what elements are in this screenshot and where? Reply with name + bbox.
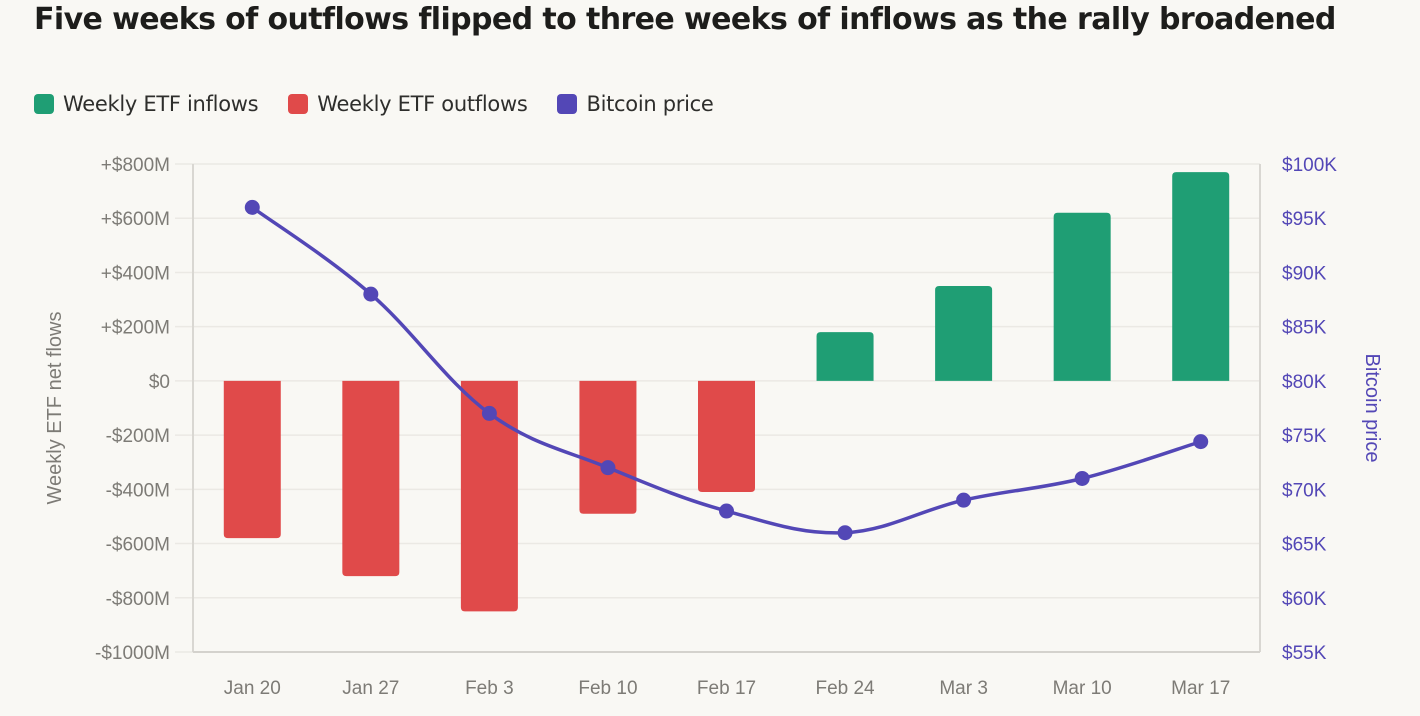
legend: Weekly ETF inflows Weekly ETF outflows B… <box>34 92 714 116</box>
legend-label-outflows: Weekly ETF outflows <box>317 92 528 116</box>
bar-inflow <box>935 286 993 381</box>
bar-inflow <box>1053 212 1111 381</box>
price-point <box>363 286 379 302</box>
bar-inflow <box>816 332 874 381</box>
y2-tick-label: $90K <box>1282 263 1327 284</box>
y-tick-label: +$400M <box>101 263 170 284</box>
y-tick-label: -$1000M <box>95 643 170 664</box>
y2-axis-title: Bitcoin price <box>1361 354 1383 463</box>
legend-item-price: Bitcoin price <box>557 92 714 116</box>
y2-tick-label: $100K <box>1282 155 1337 176</box>
y2-tick-label: $75K <box>1282 426 1327 447</box>
axes <box>192 164 1261 653</box>
y2-tick-label: $95K <box>1282 209 1327 230</box>
x-tick-label: Mar 10 <box>1053 678 1112 699</box>
x-tick-label: Feb 24 <box>815 678 875 699</box>
y-tick-label: $0 <box>149 372 170 393</box>
bars <box>223 172 1230 612</box>
y-tick-label: -$800M <box>106 589 170 610</box>
bar-outflow <box>460 380 518 612</box>
price-point <box>1193 434 1209 450</box>
price-point <box>1074 470 1090 486</box>
price-point <box>481 405 497 421</box>
legend-swatch-price <box>557 94 578 114</box>
bar-outflow <box>579 380 637 514</box>
bar-inflow <box>1172 172 1230 381</box>
y2-tick-label: $60K <box>1282 589 1327 610</box>
x-tick-label: Mar 17 <box>1171 678 1230 699</box>
chart-title: Five weeks of outflows flipped to three … <box>34 2 1336 37</box>
bar-outflow <box>342 380 400 577</box>
y-tick-label: +$600M <box>101 209 170 230</box>
price-line <box>244 199 1209 541</box>
x-tick-label: Feb 10 <box>578 678 637 699</box>
price-point <box>244 199 260 215</box>
y-tick-label: -$200M <box>106 426 170 447</box>
price-line-path <box>250 205 1203 535</box>
y-tick-label: -$600M <box>106 535 170 556</box>
y2-tick-label: $55K <box>1282 643 1327 664</box>
x-tick-label: Mar 3 <box>939 678 988 699</box>
y2-tick-label: $80K <box>1282 372 1327 393</box>
tick-labels: +$800M +$600M +$400M +$200M $0 -$200M -$400M -$… <box>44 155 1383 699</box>
x-tick-label: Feb 3 <box>465 678 514 699</box>
x-tick-label: Jan 27 <box>342 678 399 699</box>
price-point <box>600 460 616 476</box>
price-point <box>837 525 853 541</box>
y-tick-label: +$800M <box>101 155 170 176</box>
bar-outflow <box>698 380 755 493</box>
legend-label-inflows: Weekly ETF inflows <box>63 92 259 116</box>
legend-swatch-inflows <box>34 94 54 114</box>
x-tick-label: Jan 20 <box>224 678 281 699</box>
legend-swatch-outflows <box>288 94 309 114</box>
y-axis-title: Weekly ETF net flows <box>44 311 66 504</box>
bar-outflow <box>223 380 281 539</box>
y-tick-label: -$400M <box>106 480 170 501</box>
legend-item-outflows: Weekly ETF outflows <box>288 92 528 116</box>
price-point <box>956 492 972 508</box>
legend-label-price: Bitcoin price <box>586 92 714 116</box>
price-point <box>719 503 734 519</box>
y2-tick-label: $65K <box>1282 535 1327 556</box>
y2-tick-label: $85K <box>1282 318 1327 339</box>
y2-tick-label: $70K <box>1282 480 1327 501</box>
x-tick-label: Feb 17 <box>697 678 756 699</box>
legend-item-inflows: Weekly ETF inflows <box>34 92 259 116</box>
y-tick-label: +$200M <box>101 318 170 339</box>
